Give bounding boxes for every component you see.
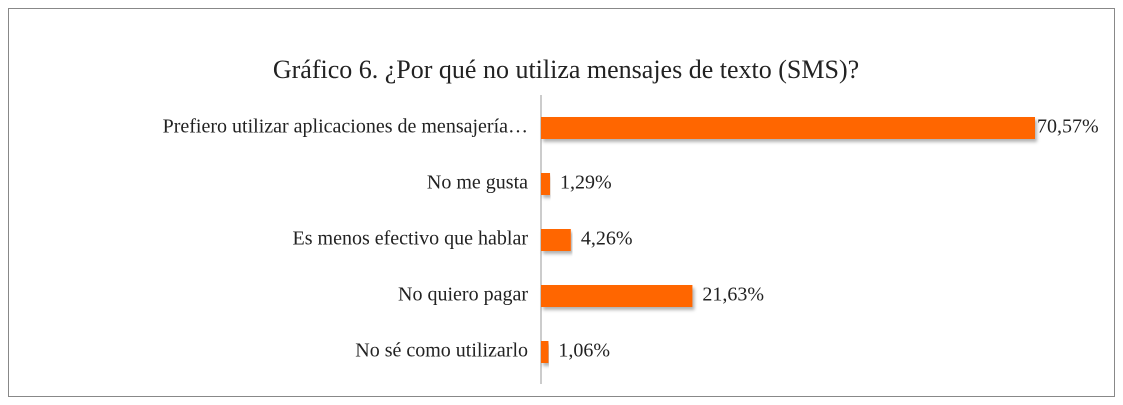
category-label: Prefiero utilizar aplicaciones de mensaj…: [163, 116, 528, 138]
chart-title: Gráfico 6. ¿Por qué no utiliza mensajes …: [273, 55, 859, 84]
category-label: Es menos efectivo que hablar: [293, 228, 529, 250]
value-label: 21,63%: [702, 284, 764, 306]
category-label: No quiero pagar: [398, 284, 528, 306]
bar: [541, 285, 693, 307]
value-label: 1,06%: [558, 340, 610, 362]
category-label: No sé como utilizarlo: [355, 340, 528, 362]
bar: [541, 173, 551, 195]
bar: [541, 341, 549, 363]
value-label: 1,29%: [560, 172, 612, 194]
bar: [541, 117, 1035, 139]
category-label: No me gusta: [427, 172, 528, 194]
chart-frame: [8, 8, 1115, 397]
bar: [541, 229, 571, 251]
value-label: 70,57%: [1037, 116, 1099, 138]
value-label: 4,26%: [581, 228, 633, 250]
